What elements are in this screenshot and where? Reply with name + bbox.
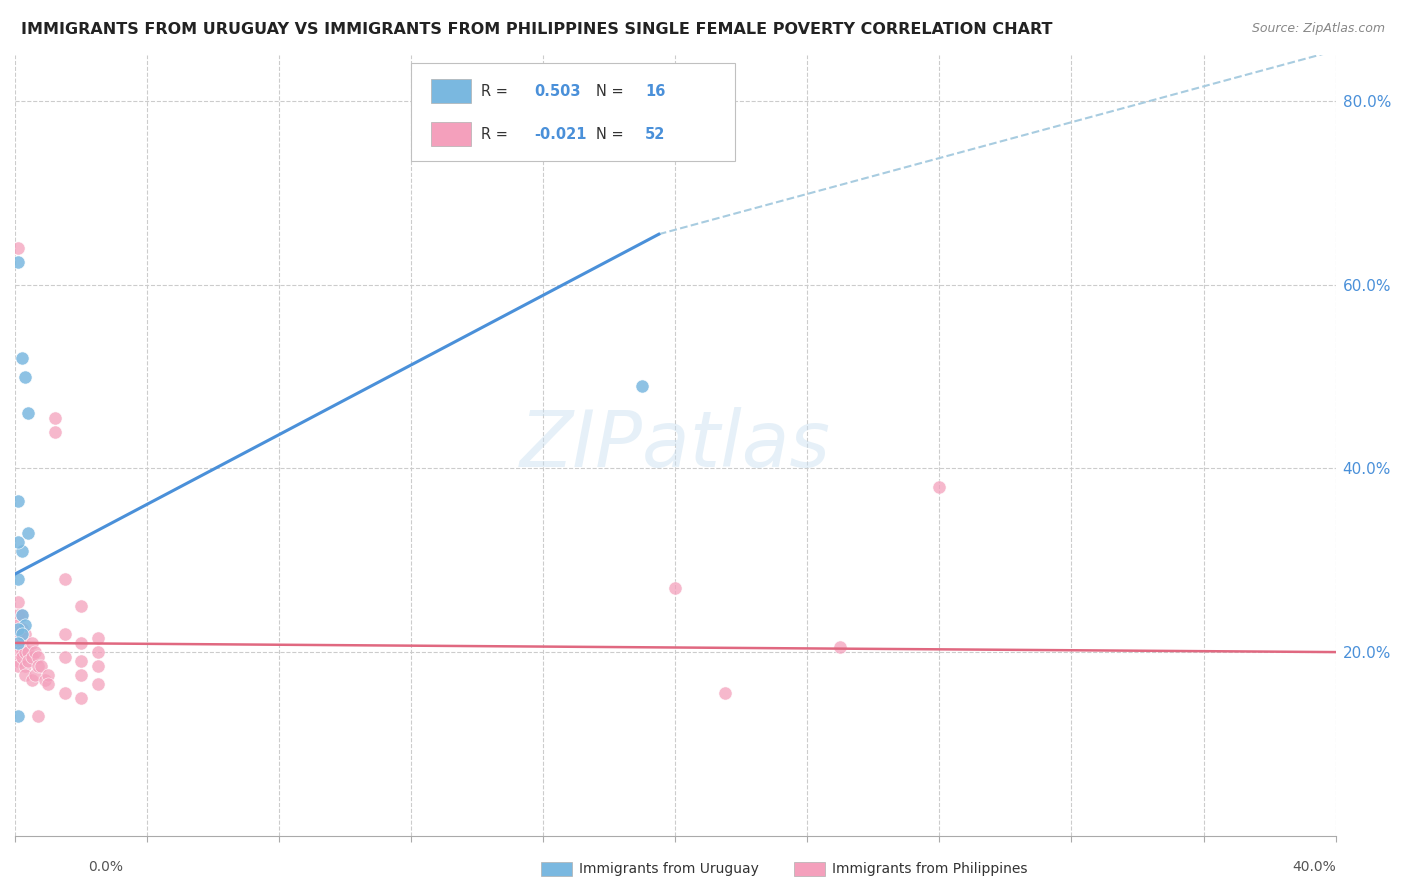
Point xyxy=(7,572,30,586)
Point xyxy=(24,668,46,682)
Text: 16: 16 xyxy=(645,84,665,99)
Text: IMMIGRANTS FROM URUGUAY VS IMMIGRANTS FROM PHILIPPINES SINGLE FEMALE POVERTY COR: IMMIGRANTS FROM URUGUAY VS IMMIGRANTS FR… xyxy=(21,22,1053,37)
Point xyxy=(7,626,30,640)
Point xyxy=(17,654,39,668)
Text: N =: N = xyxy=(596,84,628,99)
Point xyxy=(7,645,30,659)
Point xyxy=(30,658,52,673)
Point xyxy=(20,673,42,687)
Point xyxy=(7,658,30,673)
Point xyxy=(928,480,950,494)
Point xyxy=(10,622,32,636)
Point xyxy=(53,626,76,640)
Point xyxy=(10,626,32,640)
Point xyxy=(17,406,39,420)
Point xyxy=(27,658,49,673)
Point xyxy=(53,649,76,664)
Point xyxy=(24,645,46,659)
Point xyxy=(86,658,108,673)
Point xyxy=(7,654,30,668)
Point xyxy=(7,254,30,268)
Point xyxy=(27,649,49,664)
Text: R =: R = xyxy=(481,84,513,99)
Text: -0.021: -0.021 xyxy=(534,127,586,142)
Point xyxy=(10,351,32,366)
Text: Source: ZipAtlas.com: Source: ZipAtlas.com xyxy=(1251,22,1385,36)
Point xyxy=(7,493,30,508)
Point xyxy=(14,658,37,673)
Point xyxy=(7,534,30,549)
Point xyxy=(27,709,49,723)
Point xyxy=(7,709,30,723)
Point xyxy=(70,691,93,706)
Point xyxy=(7,622,30,636)
Point xyxy=(7,640,30,655)
Point xyxy=(20,649,42,664)
Point xyxy=(631,378,654,392)
FancyBboxPatch shape xyxy=(432,122,471,146)
Point xyxy=(14,617,37,632)
Point xyxy=(86,632,108,646)
Point xyxy=(70,668,93,682)
Point xyxy=(86,645,108,659)
Point xyxy=(44,410,66,425)
Point xyxy=(37,677,59,691)
Point xyxy=(10,649,32,664)
Text: 52: 52 xyxy=(645,127,665,142)
Text: N =: N = xyxy=(596,127,628,142)
Point xyxy=(14,668,37,682)
Point xyxy=(17,525,39,540)
Point xyxy=(44,425,66,439)
Point xyxy=(714,686,737,700)
Point xyxy=(70,654,93,668)
Point xyxy=(7,594,30,608)
Point xyxy=(664,581,686,595)
Point xyxy=(7,617,30,632)
Point xyxy=(10,608,32,623)
Point xyxy=(10,636,32,650)
Point xyxy=(34,673,56,687)
Point xyxy=(17,645,39,659)
Point xyxy=(7,608,30,623)
Point xyxy=(14,369,37,384)
FancyBboxPatch shape xyxy=(411,63,735,161)
Point xyxy=(10,645,32,659)
Text: 0.503: 0.503 xyxy=(534,84,581,99)
Point xyxy=(830,640,852,655)
Point xyxy=(53,572,76,586)
Point xyxy=(37,668,59,682)
Text: ZIPatlas: ZIPatlas xyxy=(520,408,831,483)
Point xyxy=(7,636,30,650)
Point xyxy=(86,677,108,691)
Point xyxy=(10,608,32,623)
Text: 40.0%: 40.0% xyxy=(1292,860,1337,874)
Point xyxy=(70,636,93,650)
Text: Immigrants from Uruguay: Immigrants from Uruguay xyxy=(579,862,759,876)
Point xyxy=(20,636,42,650)
Text: 0.0%: 0.0% xyxy=(89,860,122,874)
Point xyxy=(7,241,30,255)
Point xyxy=(14,626,37,640)
Point xyxy=(10,544,32,558)
Point xyxy=(70,599,93,614)
Text: Immigrants from Philippines: Immigrants from Philippines xyxy=(832,862,1028,876)
Point xyxy=(53,686,76,700)
Text: R =: R = xyxy=(481,127,513,142)
Point xyxy=(7,636,30,650)
FancyBboxPatch shape xyxy=(432,79,471,103)
Point xyxy=(14,645,37,659)
